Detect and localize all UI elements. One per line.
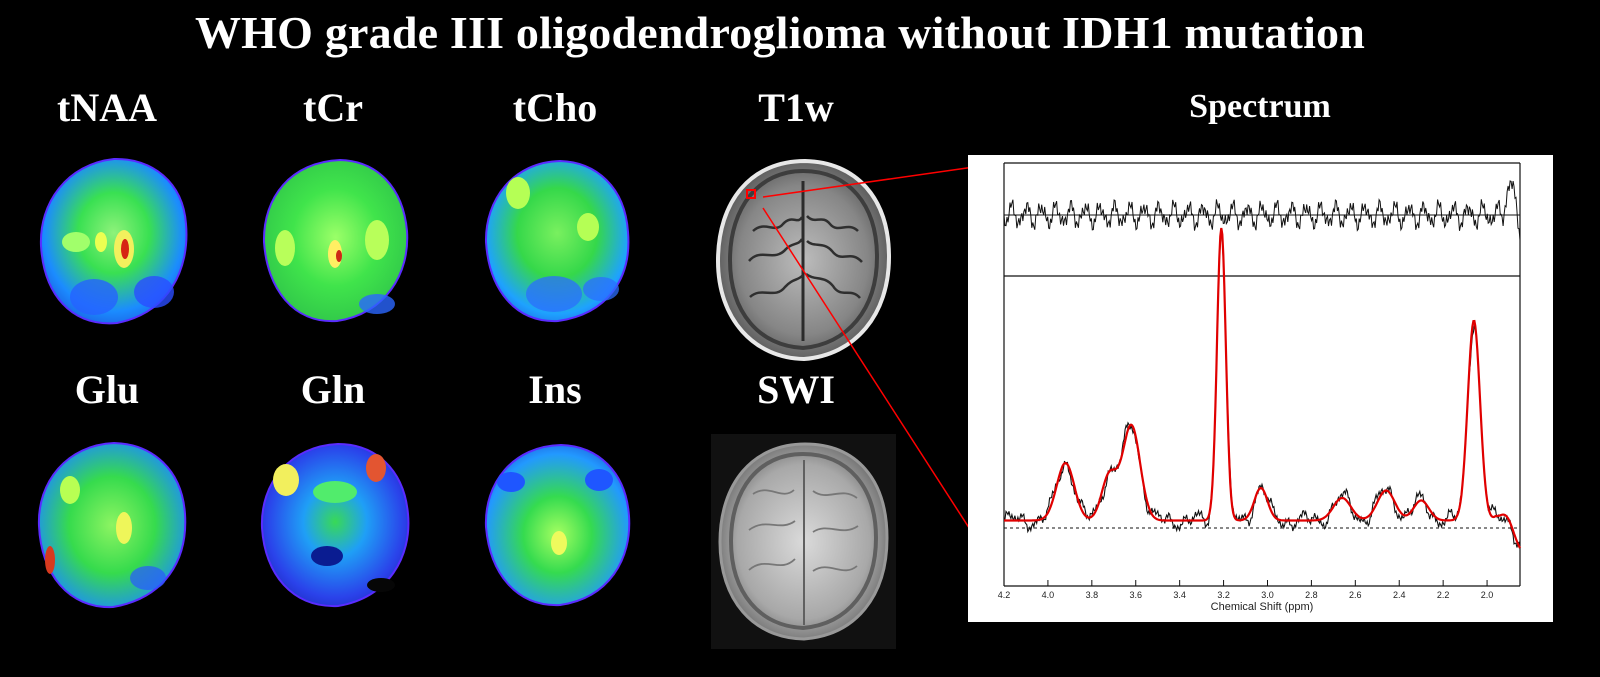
x-tick-label-0: 4.2 [998, 590, 1011, 600]
map-label-tnaa: tNAA [57, 85, 157, 130]
x-tick-label-6: 3.0 [1261, 590, 1274, 600]
map-label-tcr: tCr [303, 85, 363, 130]
spectrum-frame [1003, 162, 1521, 587]
x-tick-label-9: 2.4 [1393, 590, 1406, 600]
metabolite-map-tnaa [39, 157, 188, 325]
residual-series [1003, 180, 1521, 241]
t1w-label: T1w [758, 85, 834, 130]
map-label-tcho: tCho [512, 85, 598, 130]
x-tick-label-4: 3.4 [1173, 590, 1186, 600]
spectrum-panel: 4.2 4.0 3.8 3.6 3.4 3.2 3.0 2.8 2.6 2.4 2.2 2.0 Che… [968, 155, 1553, 622]
x-tick-label-1: 4.0 [1042, 590, 1055, 600]
x-tick-label-3: 3.6 [1129, 590, 1142, 600]
x-tick-label-8: 2.6 [1349, 590, 1362, 600]
metabolite-map-ins [484, 443, 631, 607]
metabolite-map-gln [260, 442, 410, 608]
x-axis-ticks: 4.2 4.0 3.8 3.6 3.4 3.2 3.0 2.8 2.6 2.4 2.2 2.0 [998, 580, 1494, 600]
figure-title: WHO grade III oligodendroglioma without … [194, 7, 1366, 58]
t1w-mri-image [715, 158, 892, 362]
voxel-marker [746, 189, 756, 199]
map-label-ins: Ins [528, 367, 582, 412]
map-label-glu: Glu [74, 367, 140, 412]
metabolite-map-tcr [262, 158, 409, 323]
metabolite-map-tcho [484, 159, 630, 323]
metabolite-map-glu [37, 441, 187, 609]
x-tick-label-10: 2.2 [1437, 590, 1450, 600]
x-tick-label-11: 2.0 [1481, 590, 1494, 600]
swi-mri-image [711, 434, 896, 649]
spectrum-series [1003, 231, 1521, 548]
x-tick-label-7: 2.8 [1305, 590, 1318, 600]
x-tick-label-5: 3.2 [1217, 590, 1230, 600]
fit-series [1004, 227, 1521, 549]
swi-label: SWI [757, 367, 835, 412]
x-axis-label: Chemical Shift (ppm) [1211, 601, 1314, 613]
spectrum-label: Spectrum [1189, 88, 1331, 125]
map-label-gln: Gln [300, 367, 366, 412]
x-tick-label-2: 3.8 [1086, 590, 1099, 600]
